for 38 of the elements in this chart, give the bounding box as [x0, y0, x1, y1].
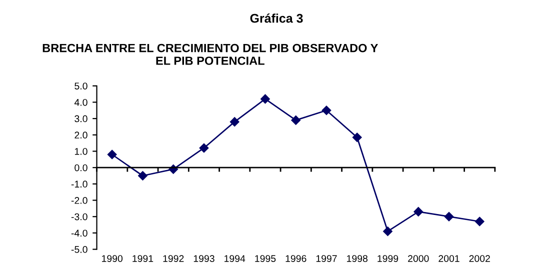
x-tick-label: 1998: [347, 255, 368, 262]
point: [352, 132, 362, 142]
y-tick-label: 5.0: [74, 82, 88, 90]
chart-subtitle: BRECHA ENTRE EL CRECIMIENTO DEL PIB OBSERVADO Y EL PIB POTENCIAL: [42, 44, 378, 65]
y-tick-label: -1.0: [71, 180, 88, 188]
point: [291, 116, 300, 125]
point: [230, 117, 240, 126]
point: [260, 94, 270, 104]
y-tick-label: 2.0: [74, 132, 88, 139]
y-tick-label: 4.0: [74, 98, 88, 106]
chart-title: Gráfica 3: [250, 13, 303, 23]
x-tick-label: 1994: [224, 255, 246, 262]
point: [414, 207, 423, 216]
x-tick-label: 1995: [255, 255, 276, 262]
y-tick-label: 3.0: [74, 115, 88, 122]
point: [383, 226, 392, 236]
y-tick-label: -4.0: [71, 230, 88, 237]
point: [199, 143, 209, 153]
x-tick-label: 1996: [286, 255, 306, 262]
x-tick-label: 1991: [132, 255, 154, 262]
y-tick-label: 0.0: [74, 164, 88, 172]
x-tick-label: 1990: [102, 255, 123, 262]
x-tick-label: 2002: [469, 255, 490, 262]
point: [444, 212, 454, 222]
point: [138, 171, 148, 180]
point: [322, 106, 332, 116]
x-tick-label: 1992: [163, 255, 184, 262]
y-tick-label: -2.0: [71, 197, 88, 204]
x-tick-label: 1997: [316, 255, 337, 262]
y-tick-label: -5.0: [71, 246, 88, 253]
x-tick-label: 1993: [194, 255, 214, 262]
y-tick-label: 1.0: [74, 148, 88, 155]
point: [107, 150, 117, 160]
x-tick-label: 1999: [378, 255, 398, 262]
point: [474, 216, 484, 226]
x-tick-label: 2000: [408, 255, 429, 262]
y-tick-label: -3.0: [71, 213, 88, 220]
x-tick-label: 2001: [438, 255, 460, 262]
